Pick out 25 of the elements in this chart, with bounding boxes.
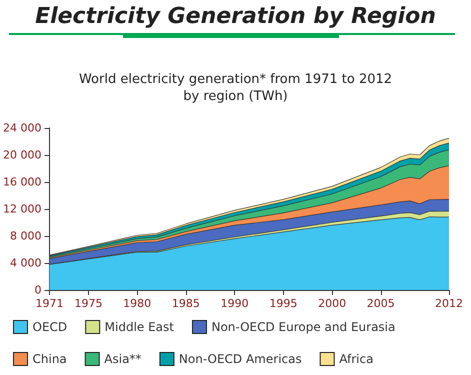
legend-label: OECD <box>32 320 68 334</box>
y-tick-label: 12 000 <box>2 202 42 216</box>
x-tick-label: 2012 <box>435 297 463 310</box>
y-tick-label: 20 000 <box>2 148 42 162</box>
legend-label: China <box>32 352 67 366</box>
legend-label: Non-OECD Europe and Eurasia <box>211 320 396 334</box>
legend-label: Non-OECD Americas <box>178 352 302 366</box>
y-tick-label: 4 000 <box>10 256 42 270</box>
y-tick-label: 8 000 <box>10 230 42 242</box>
x-tick-label: 1985 <box>172 297 200 310</box>
x-tick-label: 1980 <box>123 297 152 310</box>
x-tick-label: 1971 <box>35 297 64 310</box>
y-tick-label: 24 000 <box>2 122 42 134</box>
x-tick-label: 2000 <box>318 297 346 310</box>
legend-label: Africa <box>339 352 374 366</box>
y-tick-label: 16 000 <box>2 176 42 188</box>
x-tick-label: 1995 <box>269 297 298 310</box>
chart-subtitle: World electricity generation* from 1971 to 2012 by region (TWh) <box>78 72 392 104</box>
y-tick-label: 0 <box>34 284 42 296</box>
chart-title: Electricity Generation by Region <box>34 3 437 29</box>
x-tick-label: 1975 <box>74 297 102 310</box>
legend-label: Middle East <box>104 320 174 334</box>
legend-label: Asia** <box>104 352 142 366</box>
x-tick-label: 1990 <box>220 297 249 310</box>
x-tick-label: 2005 <box>366 297 395 310</box>
